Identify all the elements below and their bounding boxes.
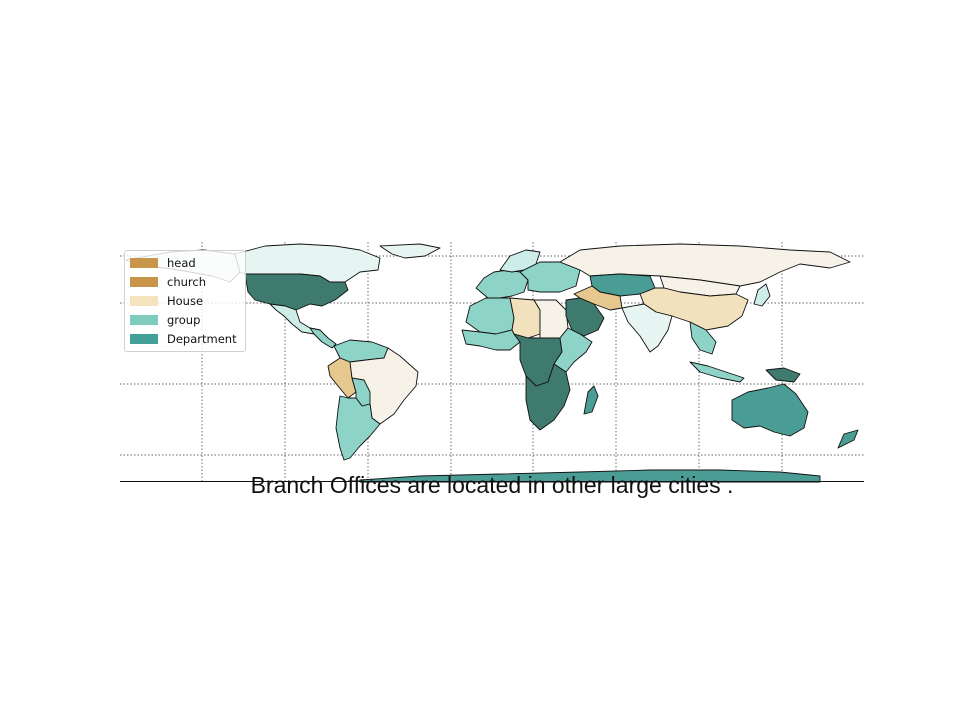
region-southern-africa [525,363,571,431]
region-japan [753,283,771,307]
legend-item-department: Department [130,332,237,346]
region-india [621,303,673,353]
region-indonesia [689,361,745,383]
region-new-zealand [837,429,859,449]
region-australia [731,383,809,437]
region-eastern-europe [519,261,581,293]
legend-item-church: church [130,275,206,289]
legend-item-house: House [130,294,203,308]
legend-swatch [130,296,158,306]
legend: head church House group Department [124,250,246,352]
legend-swatch [130,258,158,268]
legend-item-head: head [130,256,196,270]
region-usa [244,273,349,311]
legend-swatch [130,315,158,325]
legend-label: Department [167,332,237,346]
legend-label: head [167,256,196,270]
legend-item-group: group [130,313,200,327]
region-greenland [379,243,441,259]
legend-label: church [167,275,206,289]
region-southeast-asia [689,321,717,355]
map-title: Branch Offices are located in other larg… [250,472,734,498]
legend-label: group [167,313,201,327]
legend-label: House [167,294,204,308]
region-argentina-chile [335,395,381,461]
legend-swatch [130,277,158,287]
legend-swatch [130,334,158,344]
land-regions [125,243,859,483]
region-new-guinea [765,367,801,383]
region-madagascar [583,385,599,415]
region-north-africa-mid [509,297,541,339]
